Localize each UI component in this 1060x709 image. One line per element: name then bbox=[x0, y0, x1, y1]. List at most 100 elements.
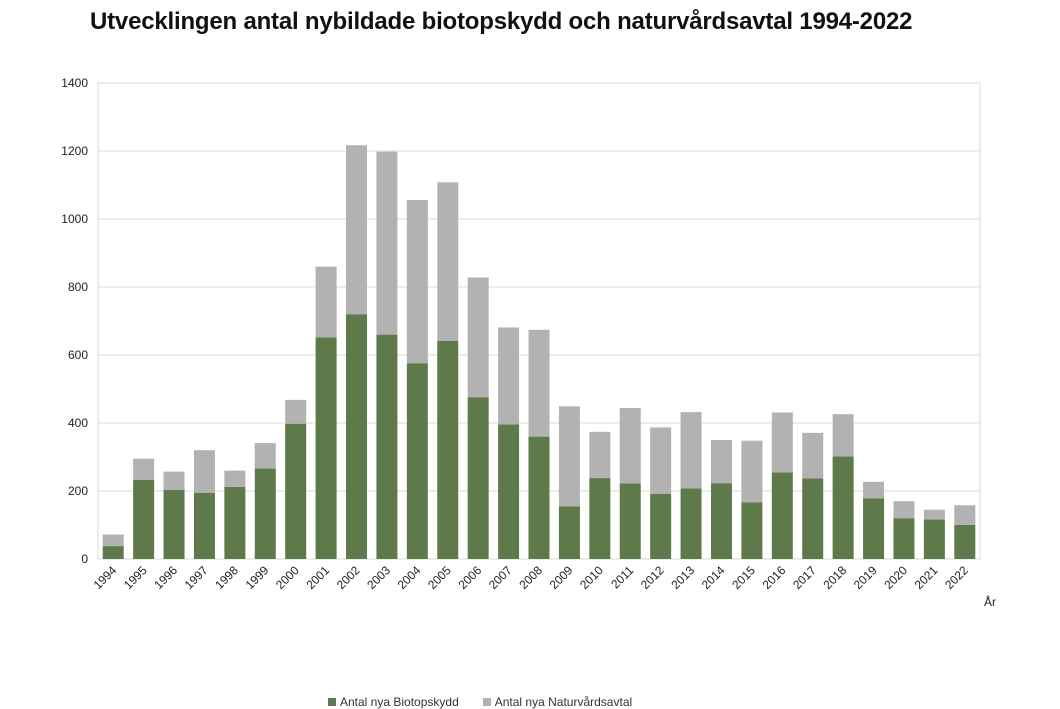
bar-biotopskydd bbox=[224, 486, 246, 559]
bar-naturvardsavtal bbox=[285, 399, 307, 424]
bar-naturvardsavtal bbox=[832, 414, 854, 457]
bar-naturvardsavtal bbox=[437, 182, 459, 341]
bar-biotopskydd bbox=[680, 488, 702, 559]
bar-naturvardsavtal bbox=[619, 408, 641, 484]
x-tick-label: 2019 bbox=[851, 563, 880, 592]
x-tick-label: 2009 bbox=[547, 563, 576, 592]
bar-naturvardsavtal bbox=[650, 427, 672, 494]
y-tick-label: 0 bbox=[81, 552, 88, 566]
bar-biotopskydd bbox=[406, 363, 428, 559]
bar-biotopskydd bbox=[650, 493, 672, 559]
bar-naturvardsavtal bbox=[467, 277, 489, 398]
legend-item-biotopskydd: Antal nya Biotopskydd bbox=[328, 695, 459, 709]
legend-item-naturvardsavtal: Antal nya Naturvårdsavtal bbox=[482, 695, 633, 709]
bar-biotopskydd bbox=[376, 334, 398, 559]
bar-biotopskydd bbox=[802, 478, 824, 559]
bar-biotopskydd bbox=[102, 546, 124, 559]
bar-naturvardsavtal bbox=[558, 406, 580, 507]
bar-biotopskydd bbox=[619, 483, 641, 559]
y-tick-label: 600 bbox=[68, 348, 88, 362]
x-tick-label: 2008 bbox=[516, 563, 545, 592]
bar-naturvardsavtal bbox=[406, 199, 428, 364]
chart-title: Utvecklingen antal nybildade biotopskydd… bbox=[90, 8, 913, 35]
bar-biotopskydd bbox=[893, 518, 915, 559]
bar-biotopskydd bbox=[528, 436, 550, 559]
bar-naturvardsavtal bbox=[498, 327, 520, 425]
legend-swatch-biotopskydd bbox=[328, 698, 336, 706]
x-tick-label: 2005 bbox=[425, 563, 454, 592]
bar-biotopskydd bbox=[558, 506, 580, 559]
bars bbox=[102, 145, 976, 559]
bar-biotopskydd bbox=[346, 314, 368, 559]
x-tick-label: 2001 bbox=[303, 563, 332, 592]
y-tick-label: 800 bbox=[68, 280, 88, 294]
bar-biotopskydd bbox=[863, 498, 885, 559]
x-tick-label: 2015 bbox=[729, 563, 758, 592]
y-tick-label: 400 bbox=[68, 416, 88, 430]
legend-swatch-naturvardsavtal bbox=[482, 698, 491, 706]
legend-label-naturvardsavtal: Antal nya Naturvårdsavtal bbox=[494, 695, 633, 709]
y-tick-label: 1400 bbox=[61, 76, 88, 90]
bar-biotopskydd bbox=[315, 337, 337, 559]
x-tick-label: 2010 bbox=[577, 563, 606, 592]
x-tick-label: 2016 bbox=[760, 563, 789, 592]
bar-naturvardsavtal bbox=[102, 534, 124, 547]
x-tick-label: 2000 bbox=[273, 563, 302, 592]
x-tick-label: 2017 bbox=[790, 563, 819, 592]
bar-naturvardsavtal bbox=[254, 443, 276, 469]
x-tick-label: 2012 bbox=[638, 563, 667, 592]
x-tick-label: 2022 bbox=[942, 563, 971, 592]
bar-biotopskydd bbox=[589, 478, 611, 559]
bar-biotopskydd bbox=[193, 492, 215, 559]
bar-biotopskydd bbox=[285, 423, 307, 559]
legend-label-biotopskydd: Antal nya Biotopskydd bbox=[340, 695, 459, 709]
bar-naturvardsavtal bbox=[163, 471, 185, 490]
bar-biotopskydd bbox=[710, 483, 732, 559]
bar-biotopskydd bbox=[163, 489, 185, 559]
bar-naturvardsavtal bbox=[863, 481, 885, 499]
bar-naturvardsavtal bbox=[589, 431, 611, 479]
bar-naturvardsavtal bbox=[376, 151, 398, 335]
bar-biotopskydd bbox=[771, 472, 793, 559]
x-tick-label: 1997 bbox=[182, 563, 211, 592]
x-tick-label: 2020 bbox=[881, 563, 910, 592]
bar-naturvardsavtal bbox=[680, 412, 702, 489]
bar-naturvardsavtal bbox=[315, 266, 337, 338]
x-axis-ticks: 1994 1995 1996 1997 1998 1999 2000 2001 2002 2003… bbox=[91, 563, 972, 592]
bar-biotopskydd bbox=[741, 502, 763, 559]
x-tick-label: 2007 bbox=[486, 563, 515, 592]
bar-naturvardsavtal bbox=[133, 458, 155, 480]
bar-naturvardsavtal bbox=[346, 145, 368, 315]
y-axis-ticks: 0 200 400 600 800 1000 1200 1400 bbox=[61, 76, 88, 566]
x-tick-label: 2006 bbox=[456, 563, 485, 592]
bar-naturvardsavtal bbox=[741, 440, 763, 503]
legend: Antal nya Biotopskydd Antal nya Naturvår… bbox=[328, 695, 632, 709]
bar-biotopskydd bbox=[133, 479, 155, 559]
bar-naturvardsavtal bbox=[954, 505, 976, 525]
x-tick-label: 1994 bbox=[91, 563, 120, 592]
bar-naturvardsavtal bbox=[923, 509, 945, 520]
bar-biotopskydd bbox=[437, 340, 459, 559]
y-tick-label: 1000 bbox=[61, 212, 88, 226]
x-tick-label: 1996 bbox=[151, 563, 180, 592]
x-axis-label: År bbox=[984, 594, 996, 609]
y-tick-label: 200 bbox=[68, 484, 88, 498]
x-tick-label: 2004 bbox=[395, 563, 424, 592]
bar-biotopskydd bbox=[832, 456, 854, 559]
bar-naturvardsavtal bbox=[528, 329, 550, 437]
y-tick-label: 1200 bbox=[61, 144, 88, 158]
bar-biotopskydd bbox=[923, 519, 945, 559]
bar-biotopskydd bbox=[467, 397, 489, 559]
bar-biotopskydd bbox=[254, 468, 276, 559]
bar-naturvardsavtal bbox=[224, 470, 246, 487]
x-tick-label: 2011 bbox=[608, 563, 636, 591]
bar-biotopskydd bbox=[498, 424, 520, 559]
bar-naturvardsavtal bbox=[802, 432, 824, 479]
bar-naturvardsavtal bbox=[710, 440, 732, 484]
x-tick-label: 2014 bbox=[699, 563, 728, 592]
x-tick-label: 2002 bbox=[334, 563, 363, 592]
bar-naturvardsavtal bbox=[193, 450, 215, 493]
x-tick-label: 1999 bbox=[243, 563, 272, 592]
x-tick-label: 2018 bbox=[820, 563, 849, 592]
